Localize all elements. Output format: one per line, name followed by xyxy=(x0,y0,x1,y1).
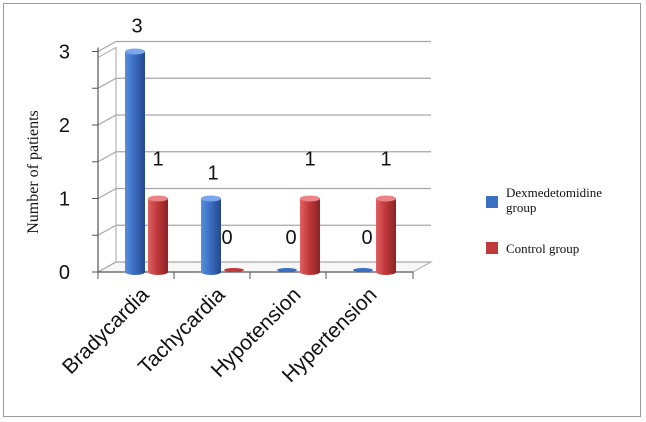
y-tick-label: 3 xyxy=(59,42,70,64)
gridline-side xyxy=(97,151,117,163)
data-label: 1 xyxy=(152,149,163,171)
bar-body xyxy=(125,51,145,272)
bar xyxy=(125,48,145,275)
bar-zero xyxy=(224,268,244,272)
data-label: 0 xyxy=(361,227,372,249)
gridline-side xyxy=(97,114,117,126)
y-tick-label: 0 xyxy=(59,262,70,284)
bar-base xyxy=(125,269,145,275)
data-label: 1 xyxy=(304,149,315,171)
bar-body xyxy=(148,198,168,272)
bar-body xyxy=(300,198,320,272)
bar-top xyxy=(148,195,168,202)
y-axis-title: Number of patients xyxy=(25,110,42,234)
bar-base xyxy=(148,269,168,275)
bar-body xyxy=(201,198,221,272)
gridline-side xyxy=(97,224,117,236)
bar-base xyxy=(201,269,221,275)
y-tick-label: 2 xyxy=(59,115,70,137)
gridline-side xyxy=(97,77,117,89)
bar xyxy=(277,268,297,272)
bar-top xyxy=(300,195,320,202)
bar xyxy=(201,195,221,275)
bar-zero xyxy=(277,268,297,272)
gridline-side xyxy=(97,187,117,200)
bar xyxy=(224,268,244,272)
bar-top xyxy=(201,195,221,202)
data-label: 0 xyxy=(285,227,296,249)
data-label: 1 xyxy=(380,149,391,171)
legend: Dexmedetomidine group Control group xyxy=(486,185,605,256)
data-label: 3 xyxy=(131,16,142,38)
legend-swatch-control xyxy=(486,242,498,254)
bar-top xyxy=(125,48,145,55)
bar xyxy=(300,195,320,275)
gridline-side xyxy=(97,261,117,273)
y-tick-label: 1 xyxy=(59,189,70,211)
legend-label-control: Control group xyxy=(506,241,579,256)
bar xyxy=(376,195,396,275)
legend-label-dexmedetomidine: Dexmedetomidine group xyxy=(506,185,605,215)
data-label: 1 xyxy=(207,163,218,185)
bar-base xyxy=(376,269,396,275)
bar xyxy=(148,195,168,275)
bar-base xyxy=(300,269,320,275)
bar xyxy=(353,268,373,272)
gridline-side xyxy=(97,40,117,53)
legend-swatch-dexmedetomidine xyxy=(486,196,498,208)
bar-body xyxy=(376,198,396,272)
data-label: 0 xyxy=(221,227,232,249)
bar-zero xyxy=(353,268,373,272)
bar-top xyxy=(376,195,396,202)
